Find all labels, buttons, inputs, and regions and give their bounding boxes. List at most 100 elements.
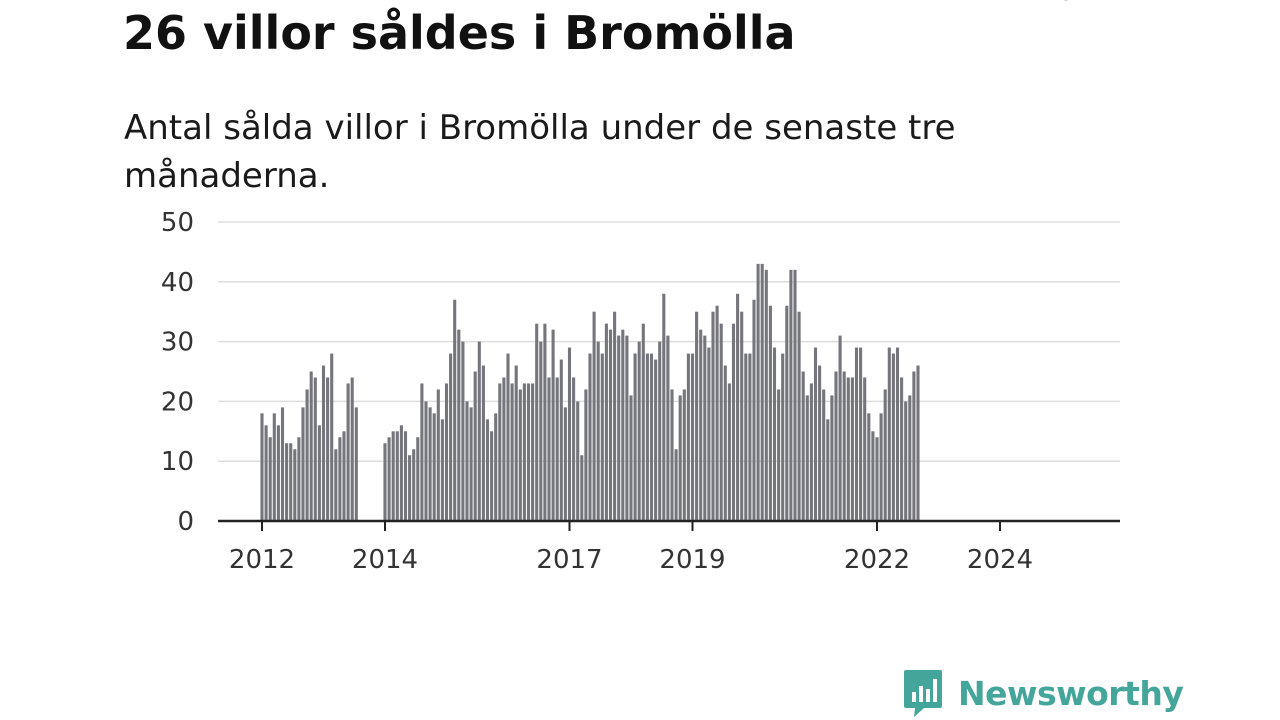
x-tick-label: 2017 [536,545,602,575]
bar [432,413,436,521]
brand-name: Newsworthy [958,673,1184,713]
bar [592,311,596,521]
bar [793,269,797,521]
bar [395,431,399,521]
bar [912,371,916,521]
bar [703,335,707,521]
x-tick-label: 2014 [352,545,418,575]
bar [887,347,891,521]
bar-chart-speech-bubble-icon [904,670,942,717]
bar [658,341,662,521]
bar [760,263,764,521]
chart-title: 26 villor såldes i Bromölla [123,6,796,60]
bar [916,365,920,521]
bar [342,431,346,521]
bar [301,407,305,521]
bar [731,323,736,521]
y-tick-label: 0 [177,507,194,537]
bar [428,407,432,521]
bar [383,443,387,521]
bar [834,371,838,521]
bar [297,437,301,521]
bar [707,347,711,521]
bar [543,323,547,521]
bar [682,389,686,521]
bar [604,323,608,521]
bar [768,305,772,521]
bar [321,365,326,521]
bar [412,449,416,521]
bar [330,353,334,521]
bar [522,383,526,521]
bar [879,413,883,521]
bar [510,383,514,521]
bar [883,389,887,521]
bar [850,377,854,521]
bar [588,353,592,521]
bar [863,377,867,521]
bar [264,425,268,521]
highlight-data-label: 26 [1041,0,1074,7]
bar [809,383,813,521]
bar [637,341,641,521]
bar [867,413,871,521]
bar [551,329,555,521]
y-tick-label: 30 [161,328,194,358]
bar [690,353,695,521]
bar [280,407,285,521]
bar [764,269,768,521]
bar [326,377,330,521]
bar [777,389,781,521]
bar [748,353,752,521]
bar [531,383,535,521]
bar [387,437,391,521]
bar [891,353,895,521]
x-axis-tick-labels: 2012 2014 2017 2019 2022 2024 [229,545,1033,575]
bar [674,449,678,521]
bar [334,449,338,521]
bar [260,413,264,521]
bar [305,389,309,521]
bar [813,347,818,521]
bar [440,419,444,521]
bar [354,407,358,521]
bar [268,437,272,521]
bar [444,383,449,521]
bar [449,353,453,521]
bar [276,425,280,521]
bar [908,395,912,521]
bar [875,437,879,521]
bar [846,377,850,521]
newsworthy-logo: Newsworthy [902,668,1184,718]
bar [871,431,875,521]
bar [818,365,822,521]
bar [752,299,756,521]
bar [420,383,424,521]
bar [666,335,670,521]
bar [633,353,637,521]
bar [600,353,604,521]
bar [621,329,625,521]
bar [723,365,727,521]
bar [617,335,621,521]
bar [465,401,469,521]
bar [822,389,826,521]
bar [678,395,682,521]
y-tick-label: 10 [161,447,194,477]
bar [498,383,502,521]
bar [408,455,412,521]
bar [506,353,510,521]
bars [260,263,920,521]
bar [904,401,908,521]
bar [727,383,731,521]
bar [736,293,740,521]
bar [629,395,633,521]
bar [424,401,428,521]
bar [596,341,600,521]
bar [838,335,842,521]
bar [526,383,531,521]
bar [481,365,485,521]
bar [744,353,748,521]
bar [613,311,617,521]
